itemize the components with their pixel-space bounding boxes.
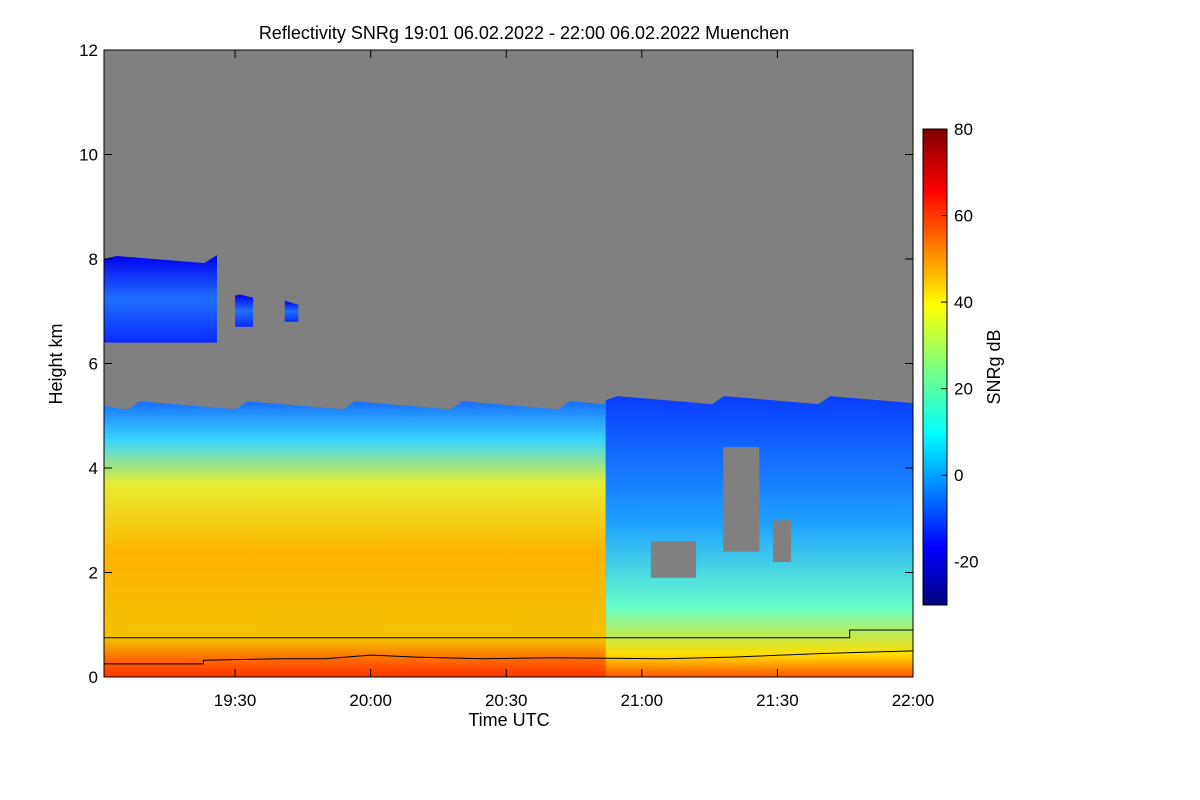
colorbar-tick-label: 0	[954, 466, 963, 485]
x-tick-label: 20:30	[485, 691, 528, 710]
colorbar-tick-label: 20	[954, 380, 973, 399]
echo-gap	[772, 520, 791, 563]
y-tick-label: 8	[89, 250, 98, 269]
overlay-lines	[104, 629, 913, 665]
x-tick-label: 21:30	[756, 691, 799, 710]
x-tick-label: 19:30	[214, 691, 257, 710]
echo-region	[104, 255, 217, 343]
echo-gap	[723, 447, 760, 552]
echo-gap	[650, 541, 697, 578]
colorbar-tick-label: -20	[954, 553, 979, 572]
y-tick-label: 4	[89, 459, 98, 478]
x-tick-label: 21:00	[621, 691, 664, 710]
chart-title: Reflectivity SNRg 19:01 06.02.2022 - 22:…	[259, 23, 789, 43]
echo-region	[104, 401, 606, 677]
y-tick-label: 0	[89, 668, 98, 687]
y-tick-label: 6	[89, 355, 98, 374]
y-axis-label: Height km	[46, 323, 66, 404]
y-tick-label: 12	[79, 41, 98, 60]
y-tick-label: 2	[89, 564, 98, 583]
echo-region	[235, 294, 254, 327]
colorbar-tick-label: 40	[954, 293, 973, 312]
colorbar-tick-label: 80	[954, 120, 973, 139]
echo-layer	[104, 255, 913, 677]
colorbar-ticks: -20 0 20 40 60 80	[941, 120, 979, 572]
colorbar-gradient	[922, 128, 948, 606]
x-tick-label: 20:00	[349, 691, 392, 710]
plot-area	[104, 50, 913, 677]
echo-region	[284, 300, 299, 322]
colorbar-label: SNRg dB	[984, 329, 1004, 404]
overlay-line	[104, 650, 913, 665]
x-tick-label: 22:00	[892, 691, 935, 710]
overlay-line	[104, 629, 913, 639]
x-axis: 19:30 20:00 20:30 21:00 21:30 22:00	[214, 50, 934, 710]
y-axis: 0 2 4 6 8 10 12	[79, 41, 913, 687]
y-tick-label: 10	[79, 146, 98, 165]
colorbar: -20 0 20 40 60 80 SNRg dB	[922, 120, 1004, 606]
colorbar-tick-label: 60	[954, 207, 973, 226]
x-axis-label: Time UTC	[468, 710, 549, 730]
